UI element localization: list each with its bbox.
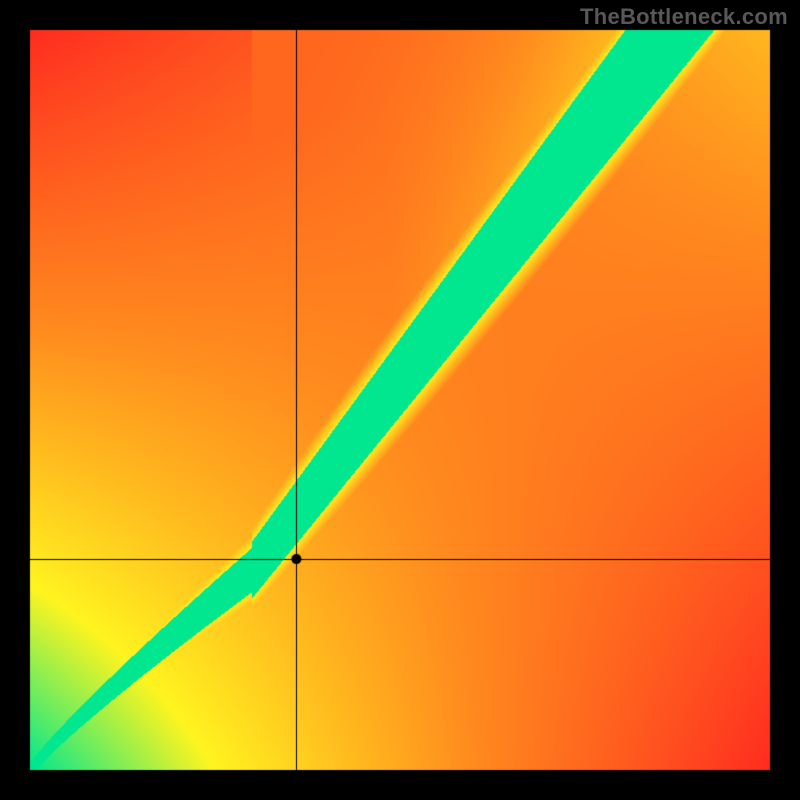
bottleneck-heatmap-canvas (0, 0, 800, 800)
chart-container: TheBottleneck.com (0, 0, 800, 800)
watermark-text: TheBottleneck.com (580, 4, 788, 30)
